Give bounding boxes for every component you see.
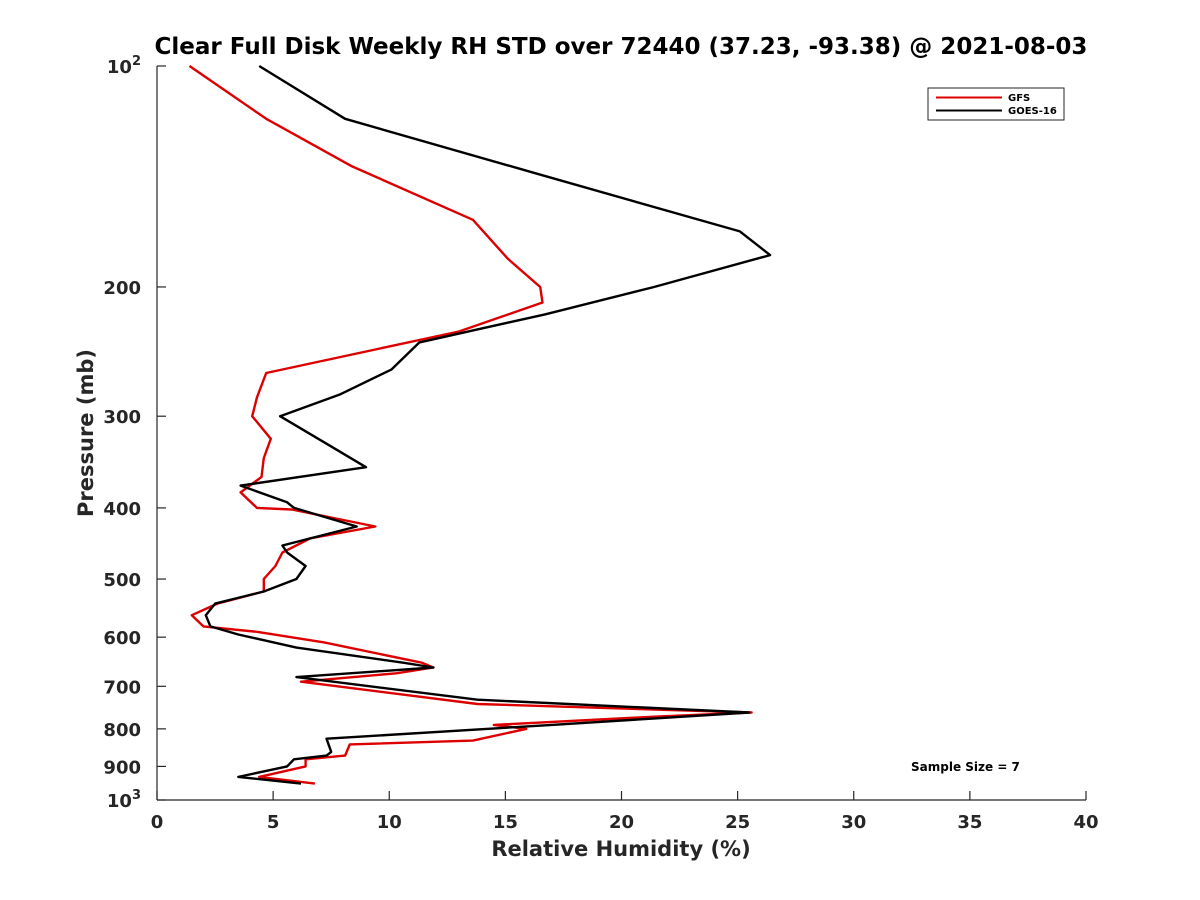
x-axis-ticks: 0 5 10 15 20 25 30 35 40	[151, 791, 1099, 833]
y-tick-label: 200	[103, 278, 141, 299]
plot-area	[157, 66, 1086, 800]
y-tick-label: 800	[103, 720, 141, 741]
legend-label-goes-16: GOES-16	[1008, 106, 1057, 117]
y-tick-label: 102	[107, 54, 141, 78]
legend-label-gfs: GFS	[1008, 93, 1030, 104]
x-tick-label: 40	[1073, 812, 1098, 833]
x-tick-label: 5	[267, 812, 280, 833]
x-tick-label: 15	[493, 812, 518, 833]
y-tick-label: 600	[103, 628, 141, 649]
series-line-goes-16	[204, 64, 772, 785]
y-axis-ticks: 102 200 300 400 500 600 700 800 900 103	[103, 54, 166, 812]
series-line-gfs	[188, 65, 753, 785]
legend-box	[927, 87, 1065, 121]
x-tick-label: 20	[609, 812, 634, 833]
y-tick-label: 700	[103, 677, 141, 698]
x-tick-label: 25	[725, 812, 750, 833]
x-tick-label: 0	[151, 812, 164, 833]
x-tick-label: 10	[377, 812, 402, 833]
y-tick-label: 500	[103, 570, 141, 591]
y-tick-label: 400	[103, 499, 141, 520]
x-tick-label: 35	[957, 812, 982, 833]
sample-size-annotation: Sample Size = 7	[911, 760, 1020, 774]
series-layer	[188, 64, 772, 785]
y-tick-label: 300	[103, 407, 141, 428]
x-tick-label: 30	[841, 812, 866, 833]
y-tick-label: 103	[107, 788, 141, 812]
legend: GFS GOES-16	[927, 87, 1065, 121]
y-tick-label: 900	[103, 757, 141, 778]
x-axis-title: Relative Humidity (%)	[491, 837, 750, 861]
y-axis-title: Pressure (mb)	[74, 349, 98, 517]
chart-title: Clear Full Disk Weekly RH STD over 72440…	[155, 34, 1088, 60]
